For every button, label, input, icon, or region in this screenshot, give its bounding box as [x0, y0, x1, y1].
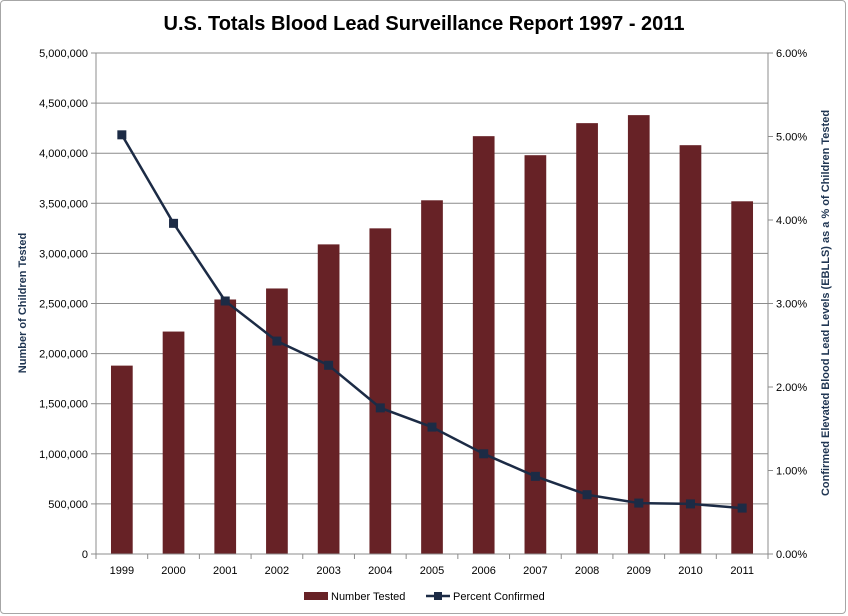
x-tick-label: 2011 — [730, 565, 754, 577]
y-tick-label: 2,500,000 — [39, 299, 88, 311]
bar — [524, 155, 547, 555]
y2-tick-label: 2.00% — [776, 382, 807, 394]
x-tick-label: 2009 — [627, 565, 651, 577]
legend-label-number-tested: Number Tested — [331, 591, 405, 603]
y-tick-label: 0 — [82, 549, 88, 561]
line-point — [737, 503, 747, 513]
y-tick-label: 3,000,000 — [39, 248, 88, 260]
line-point — [324, 360, 334, 370]
chart-title: U.S. Totals Blood Lead Surveillance Repo… — [164, 13, 685, 35]
legend-swatch-number-tested — [304, 592, 328, 600]
line-point — [220, 296, 230, 306]
y2-axis-title: Confirmed Elevated Blood Lead Levels (EB… — [820, 110, 832, 496]
bar — [110, 365, 133, 554]
y-tick-label: 500,000 — [48, 499, 88, 511]
line-point — [117, 130, 127, 140]
y2-tick-label: 5.00% — [776, 132, 807, 144]
y2-tick-label: 3.00% — [776, 299, 807, 311]
bar — [679, 145, 702, 554]
bar — [472, 136, 495, 554]
x-tick-label: 2001 — [213, 565, 237, 577]
bar — [421, 200, 443, 554]
y-tick-label: 5,000,000 — [39, 48, 88, 60]
x-tick-label: 2003 — [316, 565, 340, 577]
left-axis-ticks: 0 500,000 1,000,000 1,500,000 2,000,000 2,500… — [39, 48, 88, 561]
line-point — [375, 403, 385, 413]
x-tick-label: 1999 — [110, 565, 134, 577]
y-tick-label: 4,000,000 — [39, 148, 88, 160]
line-series — [117, 130, 747, 513]
x-tick-label: 2010 — [678, 565, 702, 577]
bar — [317, 244, 340, 554]
bar — [731, 201, 754, 554]
x-tick-label: 2004 — [368, 565, 392, 577]
axes — [91, 52, 773, 559]
legend: Number Tested Percent Confirmed — [304, 591, 545, 603]
x-tick-label: 2006 — [471, 565, 495, 577]
x-axis-ticks: 1999 2000 2001 2002 2003 2004 2005 2006 2007 2008… — [110, 565, 754, 577]
line-point — [634, 498, 644, 508]
line-point — [272, 336, 282, 346]
bar — [369, 228, 392, 554]
y2-tick-label: 4.00% — [776, 215, 807, 227]
y-tick-label: 2,000,000 — [39, 349, 88, 361]
legend-marker-percent-confirmed — [434, 592, 442, 600]
y-tick-label: 1,500,000 — [39, 399, 88, 411]
y2-tick-label: 6.00% — [776, 48, 807, 60]
bar — [627, 115, 650, 555]
y-tick-label: 1,000,000 — [39, 449, 88, 461]
y2-tick-label: 0.00% — [776, 549, 807, 561]
y-axis-title: Number of Children Tested — [17, 233, 29, 373]
line-point — [169, 218, 179, 228]
bar — [214, 299, 237, 554]
line-point — [582, 490, 592, 500]
line-point — [685, 499, 695, 509]
x-tick-label: 2002 — [265, 565, 289, 577]
y-tick-label: 3,500,000 — [39, 198, 88, 210]
right-axis-ticks: 0.00% 1.00% 2.00% 3.00% 4.00% 5.00% 6.00% — [776, 48, 807, 561]
bar — [576, 123, 598, 554]
legend-label-percent-confirmed: Percent Confirmed — [453, 591, 545, 603]
x-tick-label: 2000 — [161, 565, 185, 577]
line-point — [427, 422, 437, 432]
y2-tick-label: 1.00% — [776, 466, 807, 478]
x-tick-label: 2005 — [420, 565, 444, 577]
x-tick-label: 2008 — [575, 565, 599, 577]
y-tick-label: 4,500,000 — [39, 98, 88, 110]
bar — [162, 331, 185, 554]
bar — [266, 288, 288, 554]
bar-series — [110, 115, 754, 555]
line-point — [530, 471, 540, 481]
line-point — [479, 449, 489, 459]
x-tick-label: 2007 — [523, 565, 547, 577]
